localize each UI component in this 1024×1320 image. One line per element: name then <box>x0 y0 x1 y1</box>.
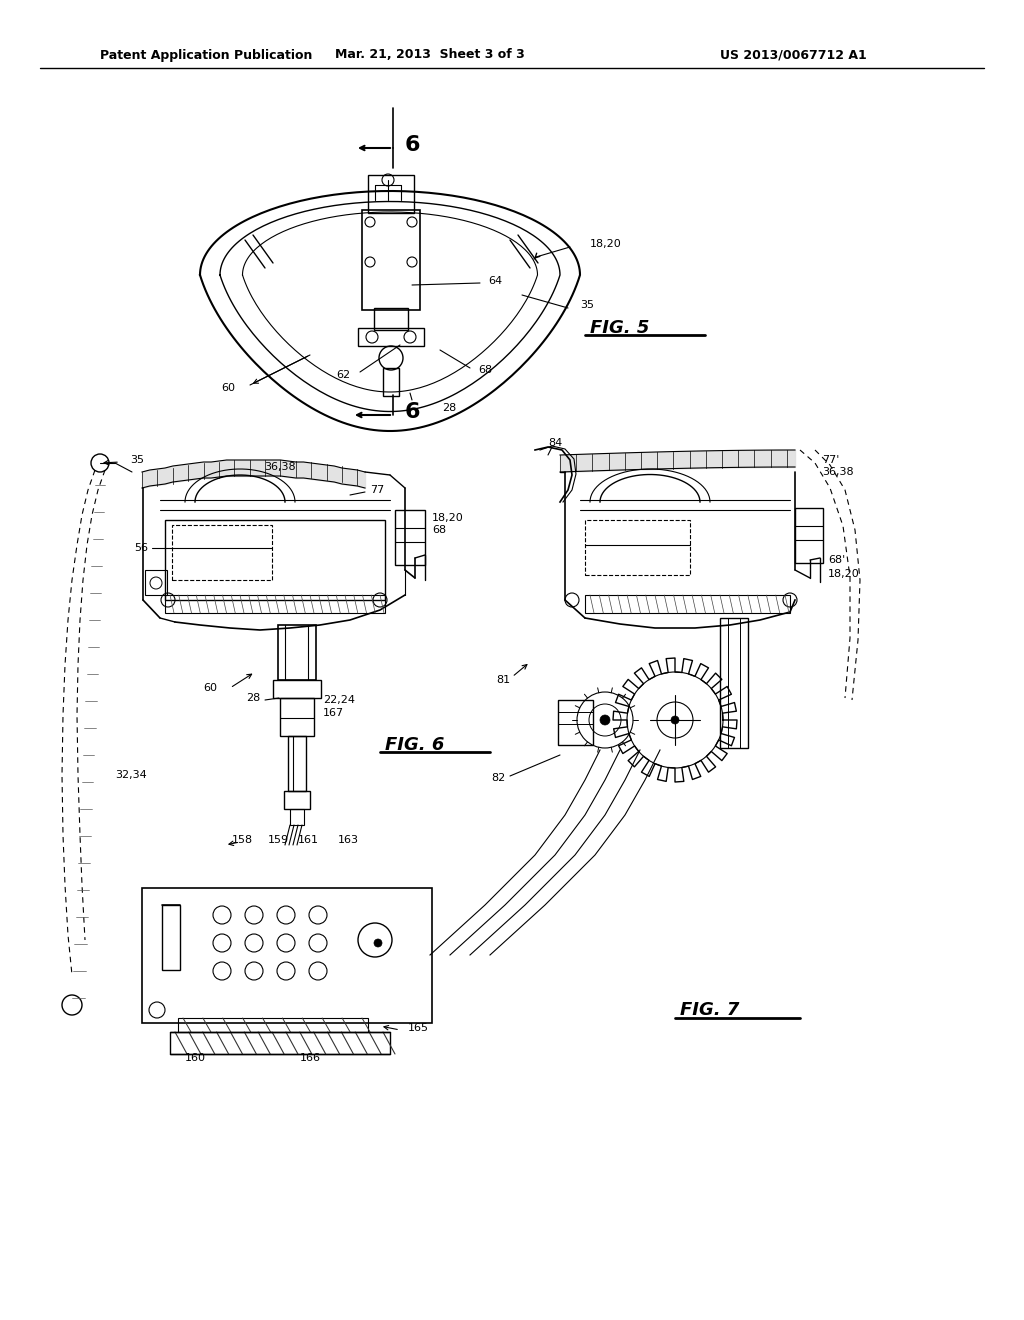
Bar <box>162 906 180 970</box>
Text: US 2013/0067712 A1: US 2013/0067712 A1 <box>720 49 866 62</box>
Bar <box>368 176 414 213</box>
Text: Patent Application Publication: Patent Application Publication <box>100 49 312 62</box>
Bar <box>273 680 321 698</box>
Text: 6: 6 <box>404 135 420 154</box>
Text: FIG. 6: FIG. 6 <box>385 737 444 754</box>
Bar <box>585 520 690 576</box>
Bar <box>374 308 408 330</box>
Text: 60: 60 <box>221 383 234 393</box>
Text: 158: 158 <box>232 836 253 845</box>
Bar <box>142 888 432 1023</box>
Bar <box>795 508 823 564</box>
Text: 28: 28 <box>442 403 457 413</box>
Bar <box>278 624 316 680</box>
Text: 84: 84 <box>548 438 562 447</box>
Bar <box>170 1032 390 1053</box>
Text: 36,38: 36,38 <box>264 462 296 473</box>
Text: 32,34: 32,34 <box>115 770 146 780</box>
Bar <box>178 1018 368 1032</box>
Text: 18,20: 18,20 <box>432 513 464 523</box>
Text: FIG. 5: FIG. 5 <box>590 319 649 337</box>
Text: 18,20: 18,20 <box>590 239 622 249</box>
Text: 6: 6 <box>404 403 420 422</box>
Text: 167: 167 <box>323 708 344 718</box>
Bar <box>165 520 385 601</box>
Text: 77: 77 <box>370 484 384 495</box>
Text: 68': 68' <box>828 554 845 565</box>
Text: 60: 60 <box>203 682 217 693</box>
Bar <box>290 809 304 825</box>
Text: 81: 81 <box>496 675 510 685</box>
Text: 160: 160 <box>184 1053 206 1063</box>
Text: 159: 159 <box>267 836 289 845</box>
Bar <box>145 570 167 595</box>
Bar <box>585 595 790 612</box>
Text: 165: 165 <box>408 1023 429 1034</box>
Text: 22,24: 22,24 <box>323 696 355 705</box>
Bar <box>395 510 425 565</box>
Bar <box>383 368 399 396</box>
Bar <box>358 327 424 346</box>
Text: FIG. 7: FIG. 7 <box>680 1001 739 1019</box>
Text: Mar. 21, 2013  Sheet 3 of 3: Mar. 21, 2013 Sheet 3 of 3 <box>335 49 525 62</box>
Bar <box>558 700 593 744</box>
Text: 35: 35 <box>130 455 144 465</box>
Text: 68: 68 <box>478 366 493 375</box>
Text: 18,20: 18,20 <box>828 569 860 579</box>
Bar <box>284 791 310 809</box>
Text: 56: 56 <box>134 543 148 553</box>
Circle shape <box>374 939 382 946</box>
Circle shape <box>600 715 610 725</box>
Text: 64: 64 <box>488 276 502 286</box>
Bar <box>280 698 314 737</box>
Bar <box>720 618 748 748</box>
Text: 68: 68 <box>432 525 446 535</box>
Text: 36,38: 36,38 <box>822 467 854 477</box>
Bar <box>165 595 385 612</box>
Bar <box>172 525 272 579</box>
Bar <box>288 737 306 791</box>
Text: 28: 28 <box>246 693 260 704</box>
Text: 62: 62 <box>336 370 350 380</box>
Text: 35: 35 <box>580 300 594 310</box>
Bar <box>362 210 420 310</box>
Text: 163: 163 <box>338 836 359 845</box>
Circle shape <box>671 715 679 723</box>
Text: 82: 82 <box>490 774 505 783</box>
Text: 161: 161 <box>298 836 318 845</box>
Text: 77': 77' <box>822 455 840 465</box>
Text: 166: 166 <box>299 1053 321 1063</box>
